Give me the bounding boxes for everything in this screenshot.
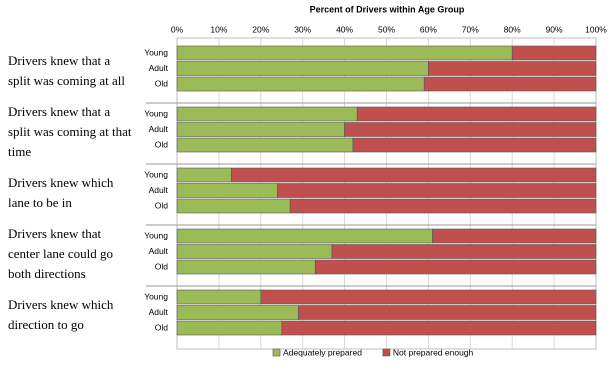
group-label: split was coming at all	[8, 73, 125, 88]
x-tick-label: 40%	[336, 24, 353, 34]
group-label: split was coming at that	[8, 124, 132, 139]
bar-segment	[260, 289, 597, 305]
bar-segment	[511, 45, 597, 61]
category-label: Young	[144, 47, 168, 57]
category-label: Adult	[149, 185, 169, 195]
bar-segment	[176, 244, 333, 259]
group-label: Drivers knew which	[8, 297, 114, 312]
bar-segment	[281, 320, 597, 336]
bar-segment	[344, 122, 597, 137]
bar-segment	[289, 198, 597, 214]
bar-segment	[331, 244, 597, 259]
bar-segment	[176, 167, 232, 183]
bar-segment	[176, 305, 299, 320]
category-label: Old	[155, 322, 169, 332]
category-label: Young	[144, 291, 168, 301]
category-label: Adult	[149, 63, 169, 73]
bar-segment	[176, 45, 513, 61]
group-label: center lane could go	[8, 246, 113, 261]
bar-segment	[428, 61, 597, 76]
group-label: direction to go	[8, 317, 84, 332]
legend-swatch	[382, 348, 391, 357]
legend-label: Adequately prepared	[283, 347, 362, 357]
group-label: lane to be in	[8, 195, 72, 210]
x-tick-label: 80%	[504, 24, 521, 34]
bar-segment	[176, 183, 278, 198]
bar-segment	[423, 76, 597, 92]
bar-segment	[352, 137, 597, 153]
group-label: Drivers knew that a	[8, 53, 110, 68]
category-label: Adult	[149, 307, 169, 317]
x-tick-label: 10%	[210, 24, 227, 34]
bar-segment	[176, 122, 345, 137]
x-tick-label: 90%	[546, 24, 563, 34]
bar-segment	[356, 106, 597, 122]
bar-segment	[176, 320, 283, 336]
bar-segment	[176, 61, 429, 76]
x-tick-label: 60%	[420, 24, 437, 34]
bar-segment	[314, 259, 597, 275]
bar-segment	[277, 183, 597, 198]
category-label: Adult	[149, 124, 169, 134]
x-tick-label: 70%	[462, 24, 479, 34]
x-tick-label: 100%	[585, 24, 607, 34]
bar-segment	[176, 198, 291, 214]
bar-segment	[176, 259, 316, 275]
bar-segment	[176, 76, 425, 92]
category-label: Old	[155, 78, 169, 88]
group-label: Drivers knew that a	[8, 104, 110, 119]
category-label: Adult	[149, 246, 169, 256]
legend-swatch	[272, 348, 281, 357]
category-label: Young	[144, 169, 168, 179]
x-tick-label: 0%	[171, 24, 184, 34]
bar-segment	[176, 289, 262, 305]
group-label: Drivers knew that	[8, 226, 102, 241]
category-label: Young	[144, 108, 168, 118]
bar-segment	[176, 228, 433, 244]
category-label: Old	[155, 200, 169, 210]
x-tick-label: 30%	[294, 24, 311, 34]
x-tick-label: 50%	[378, 24, 395, 34]
axis-title: Percent of Drivers within Age Group	[310, 4, 465, 14]
bar-segment	[176, 137, 354, 153]
legend-label: Not prepared enough	[393, 347, 474, 357]
bar-segment	[298, 305, 597, 320]
group-label: both directions	[8, 266, 86, 281]
group-label: Drivers knew which	[8, 175, 114, 190]
bar-segment	[432, 228, 597, 244]
category-label: Old	[155, 139, 169, 149]
x-tick-label: 20%	[252, 24, 269, 34]
category-label: Old	[155, 261, 169, 271]
bar-segment	[231, 167, 597, 183]
category-label: Young	[144, 230, 168, 240]
group-label: time	[8, 144, 31, 159]
bar-segment	[176, 106, 358, 122]
